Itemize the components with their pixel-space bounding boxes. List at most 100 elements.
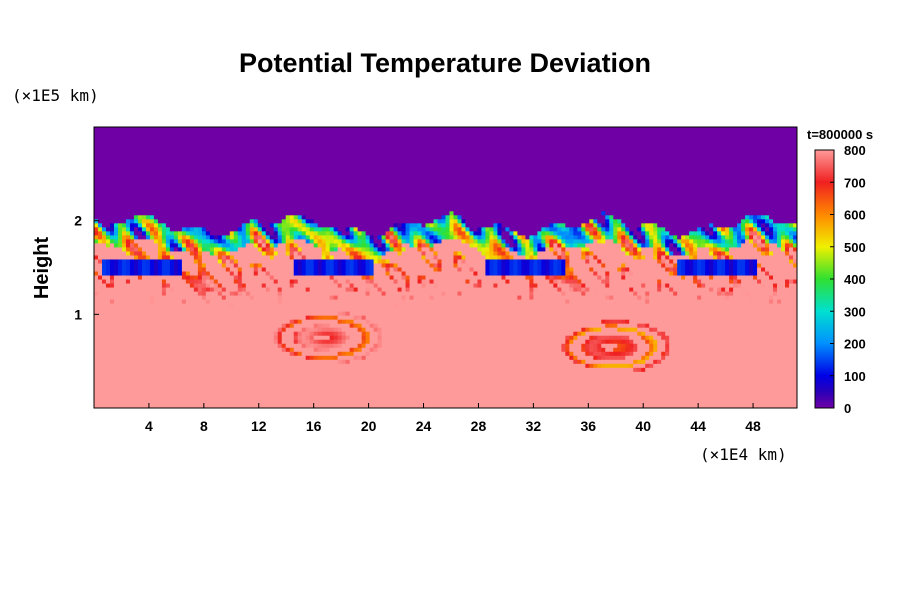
heatmap-cell — [745, 147, 750, 152]
heatmap-cell — [621, 159, 626, 164]
heatmap-cell — [313, 151, 319, 156]
heatmap-cell — [297, 151, 303, 156]
heatmap-cell — [777, 187, 782, 192]
heatmap-cell — [117, 167, 123, 172]
heatmap-cell — [561, 183, 566, 188]
heatmap-cell — [413, 131, 419, 136]
heatmap-cell — [177, 211, 183, 216]
heatmap-cell — [229, 163, 235, 168]
heatmap-cell — [145, 135, 151, 140]
heatmap-cell — [789, 127, 794, 132]
heatmap-cell — [581, 163, 586, 168]
heatmap-cell — [581, 131, 586, 136]
heatmap-cell — [281, 211, 287, 216]
heatmap-cell — [789, 135, 794, 140]
heatmap-cell — [353, 151, 359, 156]
heatmap-cell — [169, 219, 175, 224]
heatmap-cell — [413, 147, 419, 152]
heatmap-cell — [265, 163, 271, 168]
heatmap-cell — [765, 171, 770, 176]
heatmap-cell — [749, 167, 754, 172]
heatmap-cell — [209, 187, 215, 192]
heatmap-cell — [717, 215, 722, 220]
heatmap-cell — [129, 127, 135, 132]
heatmap-cell — [193, 163, 199, 168]
heatmap-cell — [405, 127, 411, 132]
heatmap-cell — [205, 147, 211, 152]
heatmap-cell — [605, 183, 610, 188]
heatmap-cell — [585, 159, 590, 164]
heatmap-cell — [537, 127, 542, 132]
heatmap-cell — [213, 143, 219, 148]
heatmap-cell — [613, 203, 618, 208]
heatmap-cell — [229, 191, 235, 196]
heatmap-cell — [309, 199, 315, 204]
heatmap-cell — [153, 159, 159, 164]
heatmap-cell — [477, 219, 483, 224]
heatmap-cell — [773, 199, 778, 204]
heatmap-cell — [761, 223, 766, 228]
plot-area — [93, 126, 798, 409]
heatmap-cell — [369, 207, 375, 212]
heatmap-cell — [113, 175, 119, 180]
heatmap-cell — [453, 139, 459, 144]
heatmap-cell — [317, 187, 323, 192]
heatmap-cell — [341, 171, 347, 176]
heatmap-cell — [173, 147, 179, 152]
heatmap-cell — [273, 151, 279, 156]
heatmap-cell — [325, 127, 331, 132]
heatmap-cell — [529, 155, 534, 160]
heatmap-cell — [497, 163, 503, 168]
heatmap-cell — [273, 231, 279, 236]
heatmap-cell — [601, 215, 606, 220]
heatmap-cell — [293, 183, 299, 188]
heatmap-cell — [165, 175, 171, 180]
heatmap-cell — [589, 163, 594, 168]
heatmap-cell — [133, 127, 139, 132]
heatmap-cell — [145, 199, 151, 204]
heatmap-cell — [461, 191, 467, 196]
heatmap-cell — [749, 227, 754, 232]
heatmap-cell — [569, 211, 574, 216]
heatmap-cell — [689, 143, 694, 148]
heatmap-cell — [345, 195, 351, 200]
heatmap-cell — [485, 223, 491, 228]
heatmap-cell — [401, 155, 407, 160]
heatmap-cell — [605, 163, 610, 168]
heatmap-cell — [389, 171, 395, 176]
heatmap-cell — [321, 235, 327, 240]
heatmap-cell — [297, 159, 303, 164]
heatmap-cell — [441, 191, 447, 196]
heatmap-cell — [577, 155, 582, 160]
heatmap-cell — [485, 151, 491, 156]
heatmap-cell — [221, 239, 227, 245]
heatmap-cell — [761, 219, 766, 224]
heatmap-cell — [473, 183, 479, 188]
heatmap-cell — [385, 179, 391, 184]
heatmap-cell — [405, 195, 411, 200]
y-axis-label: Height — [31, 237, 53, 300]
heatmap-cell — [229, 215, 235, 220]
heatmap-cell — [709, 215, 714, 220]
heatmap-cell — [221, 183, 227, 188]
heatmap-cell — [337, 187, 343, 192]
heatmap-cell — [265, 227, 271, 232]
heatmap-cell — [225, 223, 231, 228]
heatmap-cell — [225, 159, 231, 164]
heatmap-cell — [685, 179, 690, 184]
heatmap-cell — [689, 135, 694, 140]
heatmap-cell — [137, 135, 143, 140]
heatmap-cell — [513, 151, 518, 156]
heatmap-cell — [537, 199, 542, 204]
heatmap-cell — [433, 151, 439, 156]
heatmap-cell — [489, 127, 495, 132]
heatmap-cell — [793, 183, 797, 188]
heatmap-cell — [653, 143, 658, 148]
heatmap-cell — [589, 167, 594, 172]
heatmap-cell — [94, 139, 99, 144]
heatmap-cell — [381, 195, 387, 200]
heatmap-cell — [653, 211, 658, 216]
heatmap-cell — [601, 139, 606, 144]
heatmap-cell — [589, 175, 594, 180]
heatmap-cell — [413, 163, 419, 168]
